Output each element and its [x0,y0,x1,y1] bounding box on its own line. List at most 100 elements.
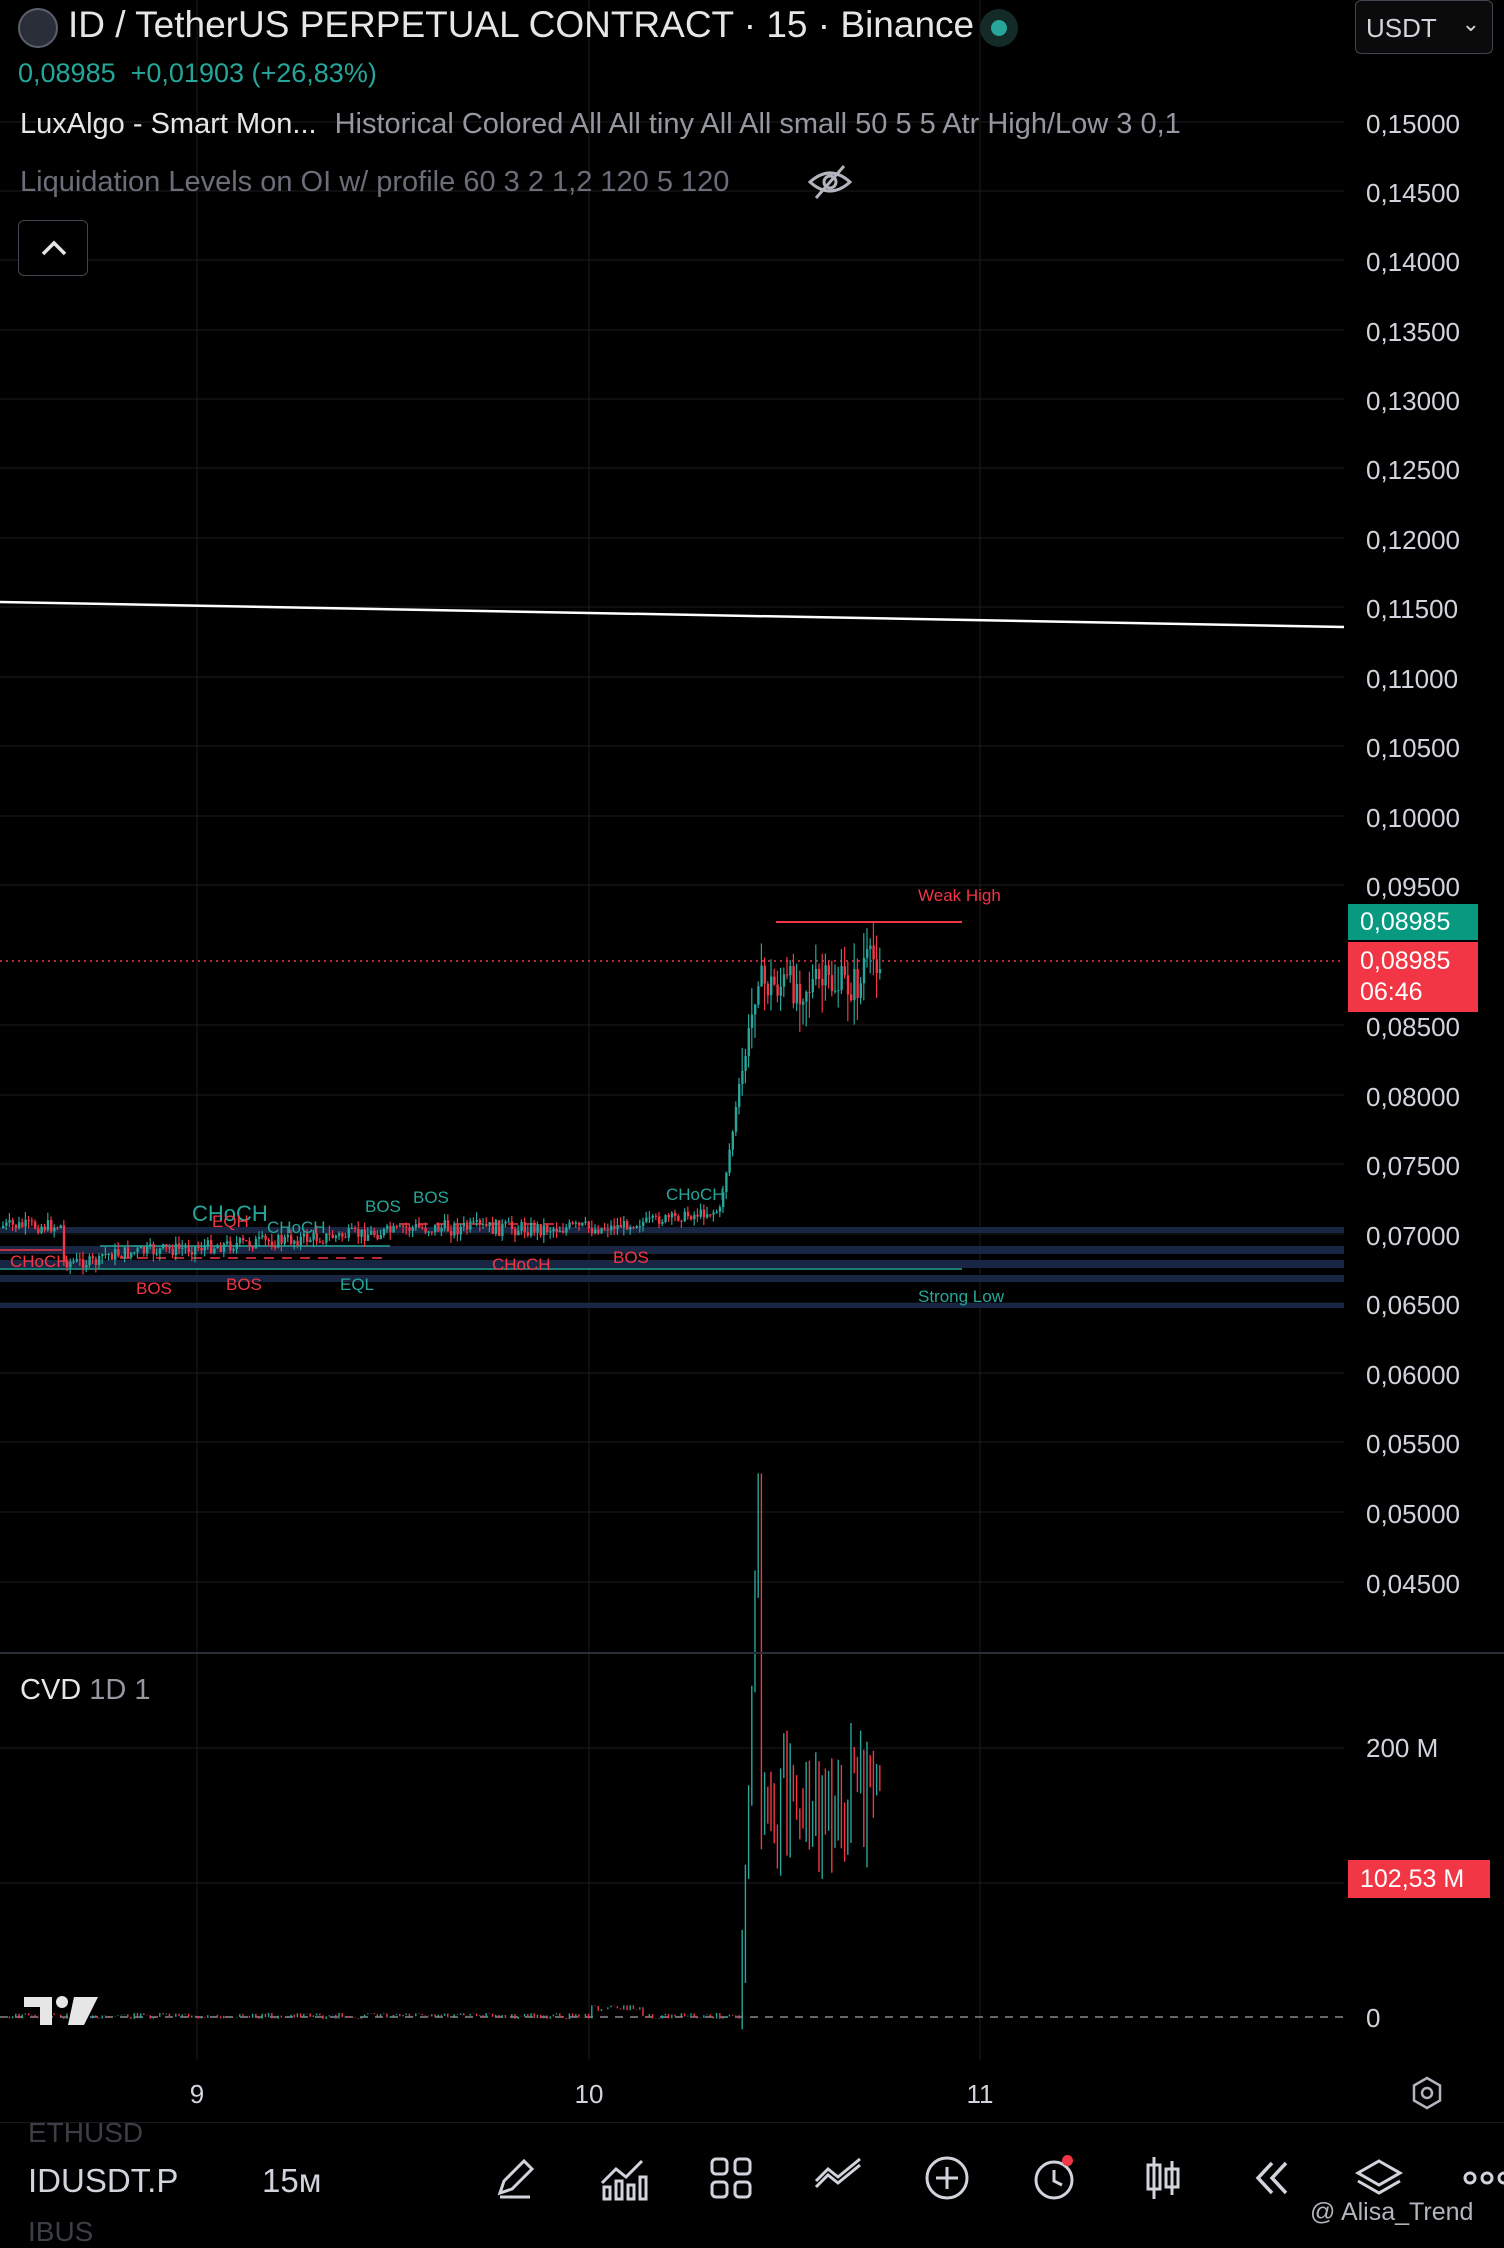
candle-body [686,1211,690,1217]
cvd-name: CVD [20,1674,82,1706]
candle-body [824,965,827,986]
candle-body [674,1212,677,1216]
candle-body [702,1209,706,1218]
market-status-icon[interactable] [980,9,1018,47]
candle-body [30,1220,34,1222]
compare-icon[interactable] [814,2153,864,2203]
smc-label: BOS [413,1188,449,1207]
candles-icon[interactable] [1138,2153,1188,2203]
candle-body [117,1249,120,1256]
candle-body [610,1225,613,1231]
interval-selector[interactable]: 15м [262,2162,322,2199]
candle-body [741,1070,744,1084]
candle-body [14,1224,18,1229]
liquidation-level-band [0,1260,1344,1268]
candle-body [325,1233,328,1243]
candle-body [395,1225,398,1227]
candle-body [21,1222,24,1227]
candle-body [542,1225,546,1236]
candle-body [696,1214,699,1217]
apps-grid-icon[interactable] [706,2153,756,2203]
candle-body [274,1246,277,1248]
candle-body [382,1228,386,1236]
candle-body [651,1215,654,1218]
candle-body [763,965,766,984]
candle-body [315,1232,318,1242]
candle-body [670,1212,674,1218]
cvd-legend[interactable]: CVD 1D 1 [20,1674,151,1707]
smc-label: CHoCH [192,1201,268,1226]
candle-body [114,1249,117,1260]
more-icon[interactable] [1462,2153,1504,2203]
time-axis-label: 10 [575,2079,604,2109]
candle-body [718,1207,722,1212]
eye-hidden-icon[interactable] [806,162,854,202]
candle-body [603,1228,606,1230]
candle-body [571,1222,574,1224]
candle-body [453,1223,456,1236]
candle-body [440,1227,443,1232]
candle-body [386,1225,389,1229]
smc-label: BOS [136,1279,172,1298]
replay-icon[interactable] [1246,2153,1296,2203]
candle-body [798,984,802,1005]
candle-body [222,1243,226,1252]
candle-body [142,1246,146,1254]
add-icon[interactable] [922,2153,972,2203]
alert-clock-icon[interactable] [1030,2153,1080,2203]
indicator-legend-luxalgo[interactable]: LuxAlgo - Smart Mon... Historical Colored… [20,108,1181,141]
candle-body [802,1001,805,1005]
candle-body [261,1235,264,1238]
smc-label: BOS [226,1275,262,1294]
candle-body [722,1192,725,1208]
time-axis-label: 9 [190,2079,204,2109]
candle-body [811,978,814,993]
candle-body [194,1246,197,1255]
candle-body [200,1247,203,1251]
candle-body [408,1227,411,1231]
candle-body [379,1235,382,1240]
candle-body [162,1244,165,1249]
candle-body [43,1226,46,1230]
currency-select[interactable]: USDT ⌄ [1355,0,1493,54]
pane-separator[interactable] [0,1652,1504,1654]
symbol-prev-ghost[interactable]: ETHUSD [28,2117,144,2148]
indicator-legend-liquidation[interactable]: Liquidation Levels on OI w/ profile 60 3… [20,166,729,199]
symbol-logo [18,8,58,48]
candle-body [248,1241,251,1247]
settings-icon[interactable] [1410,2076,1444,2110]
symbol-title[interactable]: ID / TetherUS PERPETUAL CONTRACT · 15 · … [68,4,975,45]
candle-body [619,1225,622,1228]
liquidation-level-band [0,1303,1344,1308]
candle-body [475,1220,478,1222]
candle-body [866,949,869,958]
candle-body [152,1244,155,1255]
candle-body [245,1240,248,1242]
indicators-icon[interactable] [598,2153,648,2203]
current-price-tag: 0,08985 [1348,904,1478,940]
candle-body [555,1228,558,1233]
candle-body [549,1231,552,1233]
candle-body [402,1225,405,1227]
candle-body [459,1226,462,1235]
candle-body [146,1245,149,1254]
candle-body [469,1221,472,1230]
symbol-next-ghost[interactable]: IBUS [28,2216,94,2247]
candle-body [53,1227,56,1232]
candle-body [792,966,795,1004]
candle-body [62,1225,66,1261]
collapse-legend-button[interactable] [18,220,88,276]
alert-badge [1062,2155,1073,2166]
candle-body [328,1233,331,1235]
candle-body [158,1248,162,1254]
symbol-selector[interactable]: IDUSDT.P [28,2162,179,2199]
candle-body [59,1225,62,1229]
candle-body [398,1225,402,1227]
candle-body [539,1223,542,1236]
pencil-icon[interactable] [490,2153,540,2203]
layers-icon[interactable] [1354,2153,1404,2203]
candle-body [843,966,846,976]
candle-body [872,945,875,960]
candle-body [46,1220,50,1230]
